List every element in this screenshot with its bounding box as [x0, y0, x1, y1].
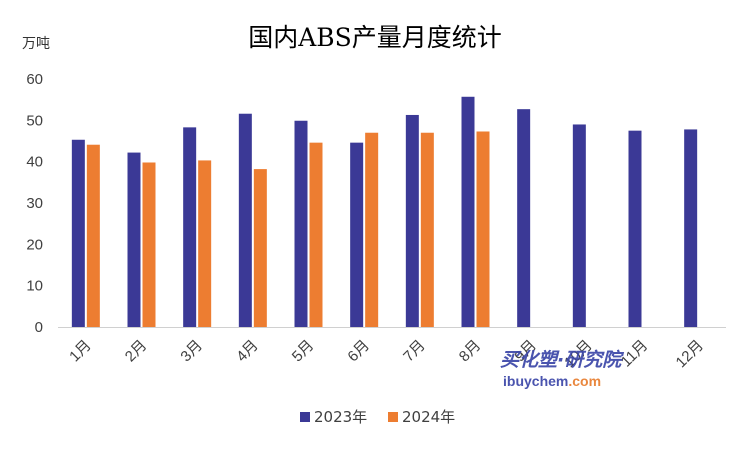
x-tick-label: 5月 — [289, 337, 318, 366]
legend-swatch — [388, 412, 398, 422]
legend: 2023年 2024年 — [300, 408, 455, 426]
bar-2023年-6月 — [350, 142, 364, 327]
y-tick-label: 20 — [26, 236, 43, 253]
y-axis-unit-label: 万吨 — [22, 36, 50, 52]
watermark-en: ibuychem.com — [503, 373, 601, 389]
x-tick-label: 1月 — [66, 337, 95, 366]
bar-2023年-5月 — [294, 120, 308, 327]
bar-2023年-12月 — [684, 129, 698, 327]
bar-2024年-7月 — [420, 132, 434, 327]
y-tick-label: 60 — [26, 71, 43, 88]
bar-2023年-4月 — [238, 113, 252, 327]
bar-2023年-7月 — [405, 114, 419, 328]
watermark-logo: 买化塑·研究院 ibuychem.com — [500, 349, 624, 389]
x-tick-label: 4月 — [233, 337, 262, 366]
legend-swatch — [300, 412, 310, 422]
x-tick-label: 8月 — [456, 337, 485, 366]
watermark-cn: 买化塑·研究院 — [500, 349, 624, 371]
bar-2024年-5月 — [309, 142, 323, 327]
bar-2023年-8月 — [461, 96, 475, 327]
bar-2023年-10月 — [572, 124, 586, 327]
bar-2024年-6月 — [365, 132, 379, 327]
y-tick-label: 40 — [26, 154, 43, 171]
bar-2024年-4月 — [253, 169, 267, 327]
bars-group — [71, 96, 698, 328]
bar-2023年-3月 — [183, 127, 197, 327]
y-axis: 0 10 20 30 40 50 60 — [26, 71, 43, 336]
watermark-en-suffix: .com — [568, 373, 601, 389]
x-tick-label: 3月 — [177, 337, 206, 366]
bar-2023年-11月 — [628, 130, 642, 327]
bar-2024年-3月 — [198, 160, 212, 327]
bar-2024年-1月 — [86, 144, 100, 327]
bar-2023年-9月 — [517, 109, 531, 327]
x-tick-label: 7月 — [400, 337, 429, 366]
watermark-en-main: ibuychem — [503, 373, 568, 389]
x-tick-label: 12月 — [673, 337, 707, 371]
x-tick-label: 6月 — [344, 337, 373, 366]
bar-2024年-8月 — [476, 131, 490, 327]
x-tick-label: 2月 — [122, 337, 151, 366]
y-tick-label: 10 — [26, 278, 43, 295]
legend-label: 2023年 — [314, 408, 367, 426]
y-tick-label: 0 — [35, 319, 43, 336]
bar-2024年-2月 — [142, 162, 156, 327]
bar-2023年-2月 — [127, 152, 141, 327]
chart-title: 国内ABS产量月度统计 — [248, 23, 502, 52]
y-tick-label: 50 — [26, 112, 43, 129]
y-tick-label: 30 — [26, 195, 43, 212]
bar-2023年-1月 — [71, 139, 85, 327]
legend-label: 2024年 — [402, 408, 455, 426]
x-tick-label: 11月 — [618, 337, 652, 371]
